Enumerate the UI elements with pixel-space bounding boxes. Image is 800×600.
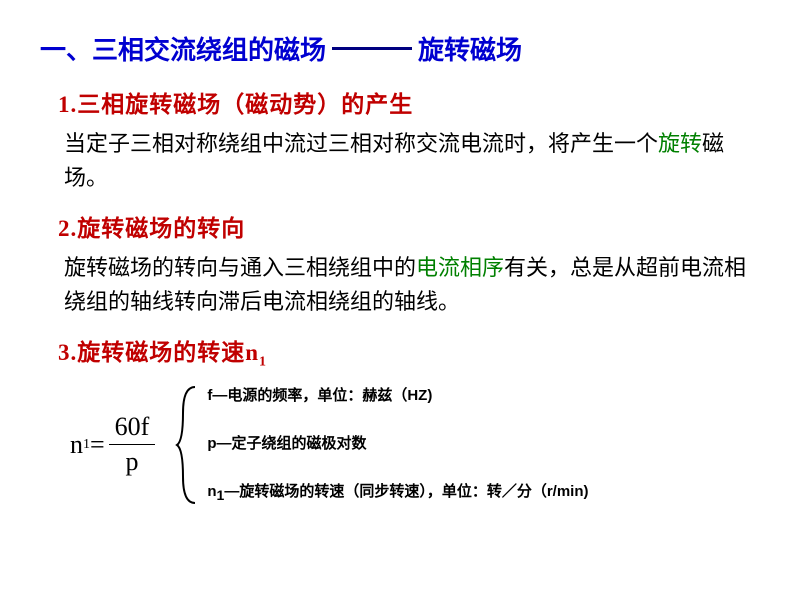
title-part2: 旋转磁场	[418, 30, 522, 67]
def-n1: n1—旋转磁场的转速（同步转速），单位：转／分（r/min)	[207, 482, 588, 504]
section1-highlight: 旋转	[658, 131, 702, 156]
def-n1-post: —旋转磁场的转速（同步转速），单位：转／分（r/min)	[224, 483, 588, 500]
formula-numerator: 60f	[109, 412, 156, 445]
section1-heading: 1.三相旋转磁场（磁动势）的产生	[58, 85, 760, 119]
formula-fraction: 60f p	[109, 412, 156, 477]
formula-lhs: n	[70, 430, 83, 460]
section2-body: 旋转磁场的转向与通入三相绕组中的电流相序有关，总是从超前电流相绕组的轴线转向滞后…	[64, 251, 760, 319]
def-p: p—定子绕组的磁极对数	[207, 434, 588, 454]
title-divider-line	[332, 47, 412, 50]
section3-heading-sub: 1	[259, 355, 267, 370]
formula-row: n1 = 60f p f—电源的频率，单位：赫兹（HZ) p—定子绕组的磁极对数…	[70, 385, 760, 505]
section3-heading: 3.旋转磁场的转速n1	[58, 333, 760, 371]
section2-text-before: 旋转磁场的转向与通入三相绕组中的	[64, 255, 416, 280]
definitions: f—电源的频率，单位：赫兹（HZ) p—定子绕组的磁极对数 n1—旋转磁场的转速…	[207, 386, 588, 504]
formula: n1 = 60f p	[70, 412, 159, 477]
section3-heading-text: 3.旋转磁场的转速n	[58, 340, 259, 365]
brace-icon	[175, 385, 201, 505]
def-n1-pre: n	[207, 483, 216, 500]
formula-eq: =	[90, 430, 105, 460]
section2-highlight: 电流相序	[416, 255, 504, 280]
def-f: f—电源的频率，单位：赫兹（HZ)	[207, 386, 588, 406]
formula-denominator: p	[120, 445, 145, 477]
section1-body: 当定子三相对称绕组中流过三相对称交流电流时，将产生一个旋转磁场。	[64, 127, 760, 195]
section1-text-before: 当定子三相对称绕组中流过三相对称交流电流时，将产生一个	[64, 131, 658, 156]
section2-heading: 2.旋转磁场的转向	[58, 209, 760, 243]
formula-lhs-sub: 1	[83, 437, 90, 453]
main-title: 一、三相交流绕组的磁场 旋转磁场	[40, 30, 760, 67]
title-part1: 一、三相交流绕组的磁场	[40, 30, 326, 67]
